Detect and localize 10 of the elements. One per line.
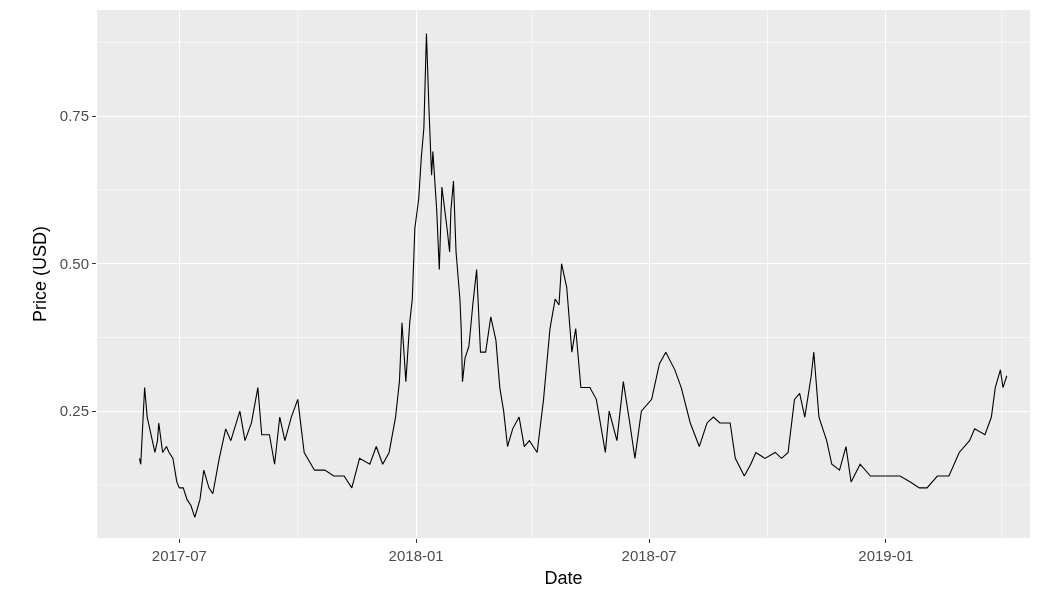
x-tick-label: 2019-01 — [858, 547, 914, 564]
y-tick-label: 0.25 — [59, 402, 89, 420]
x-tick-label: 2017-07 — [151, 547, 207, 564]
line-series — [138, 33, 1008, 518]
x-tick-label: 2018-01 — [388, 547, 444, 564]
x-tick-label: 2018-07 — [621, 547, 677, 564]
y-axis-title: Price (USD) — [30, 225, 50, 323]
y-tick-label: 0.75 — [59, 107, 89, 125]
y-tick-label: 0.50 — [59, 254, 89, 272]
x-axis-title: Date — [544, 568, 583, 589]
